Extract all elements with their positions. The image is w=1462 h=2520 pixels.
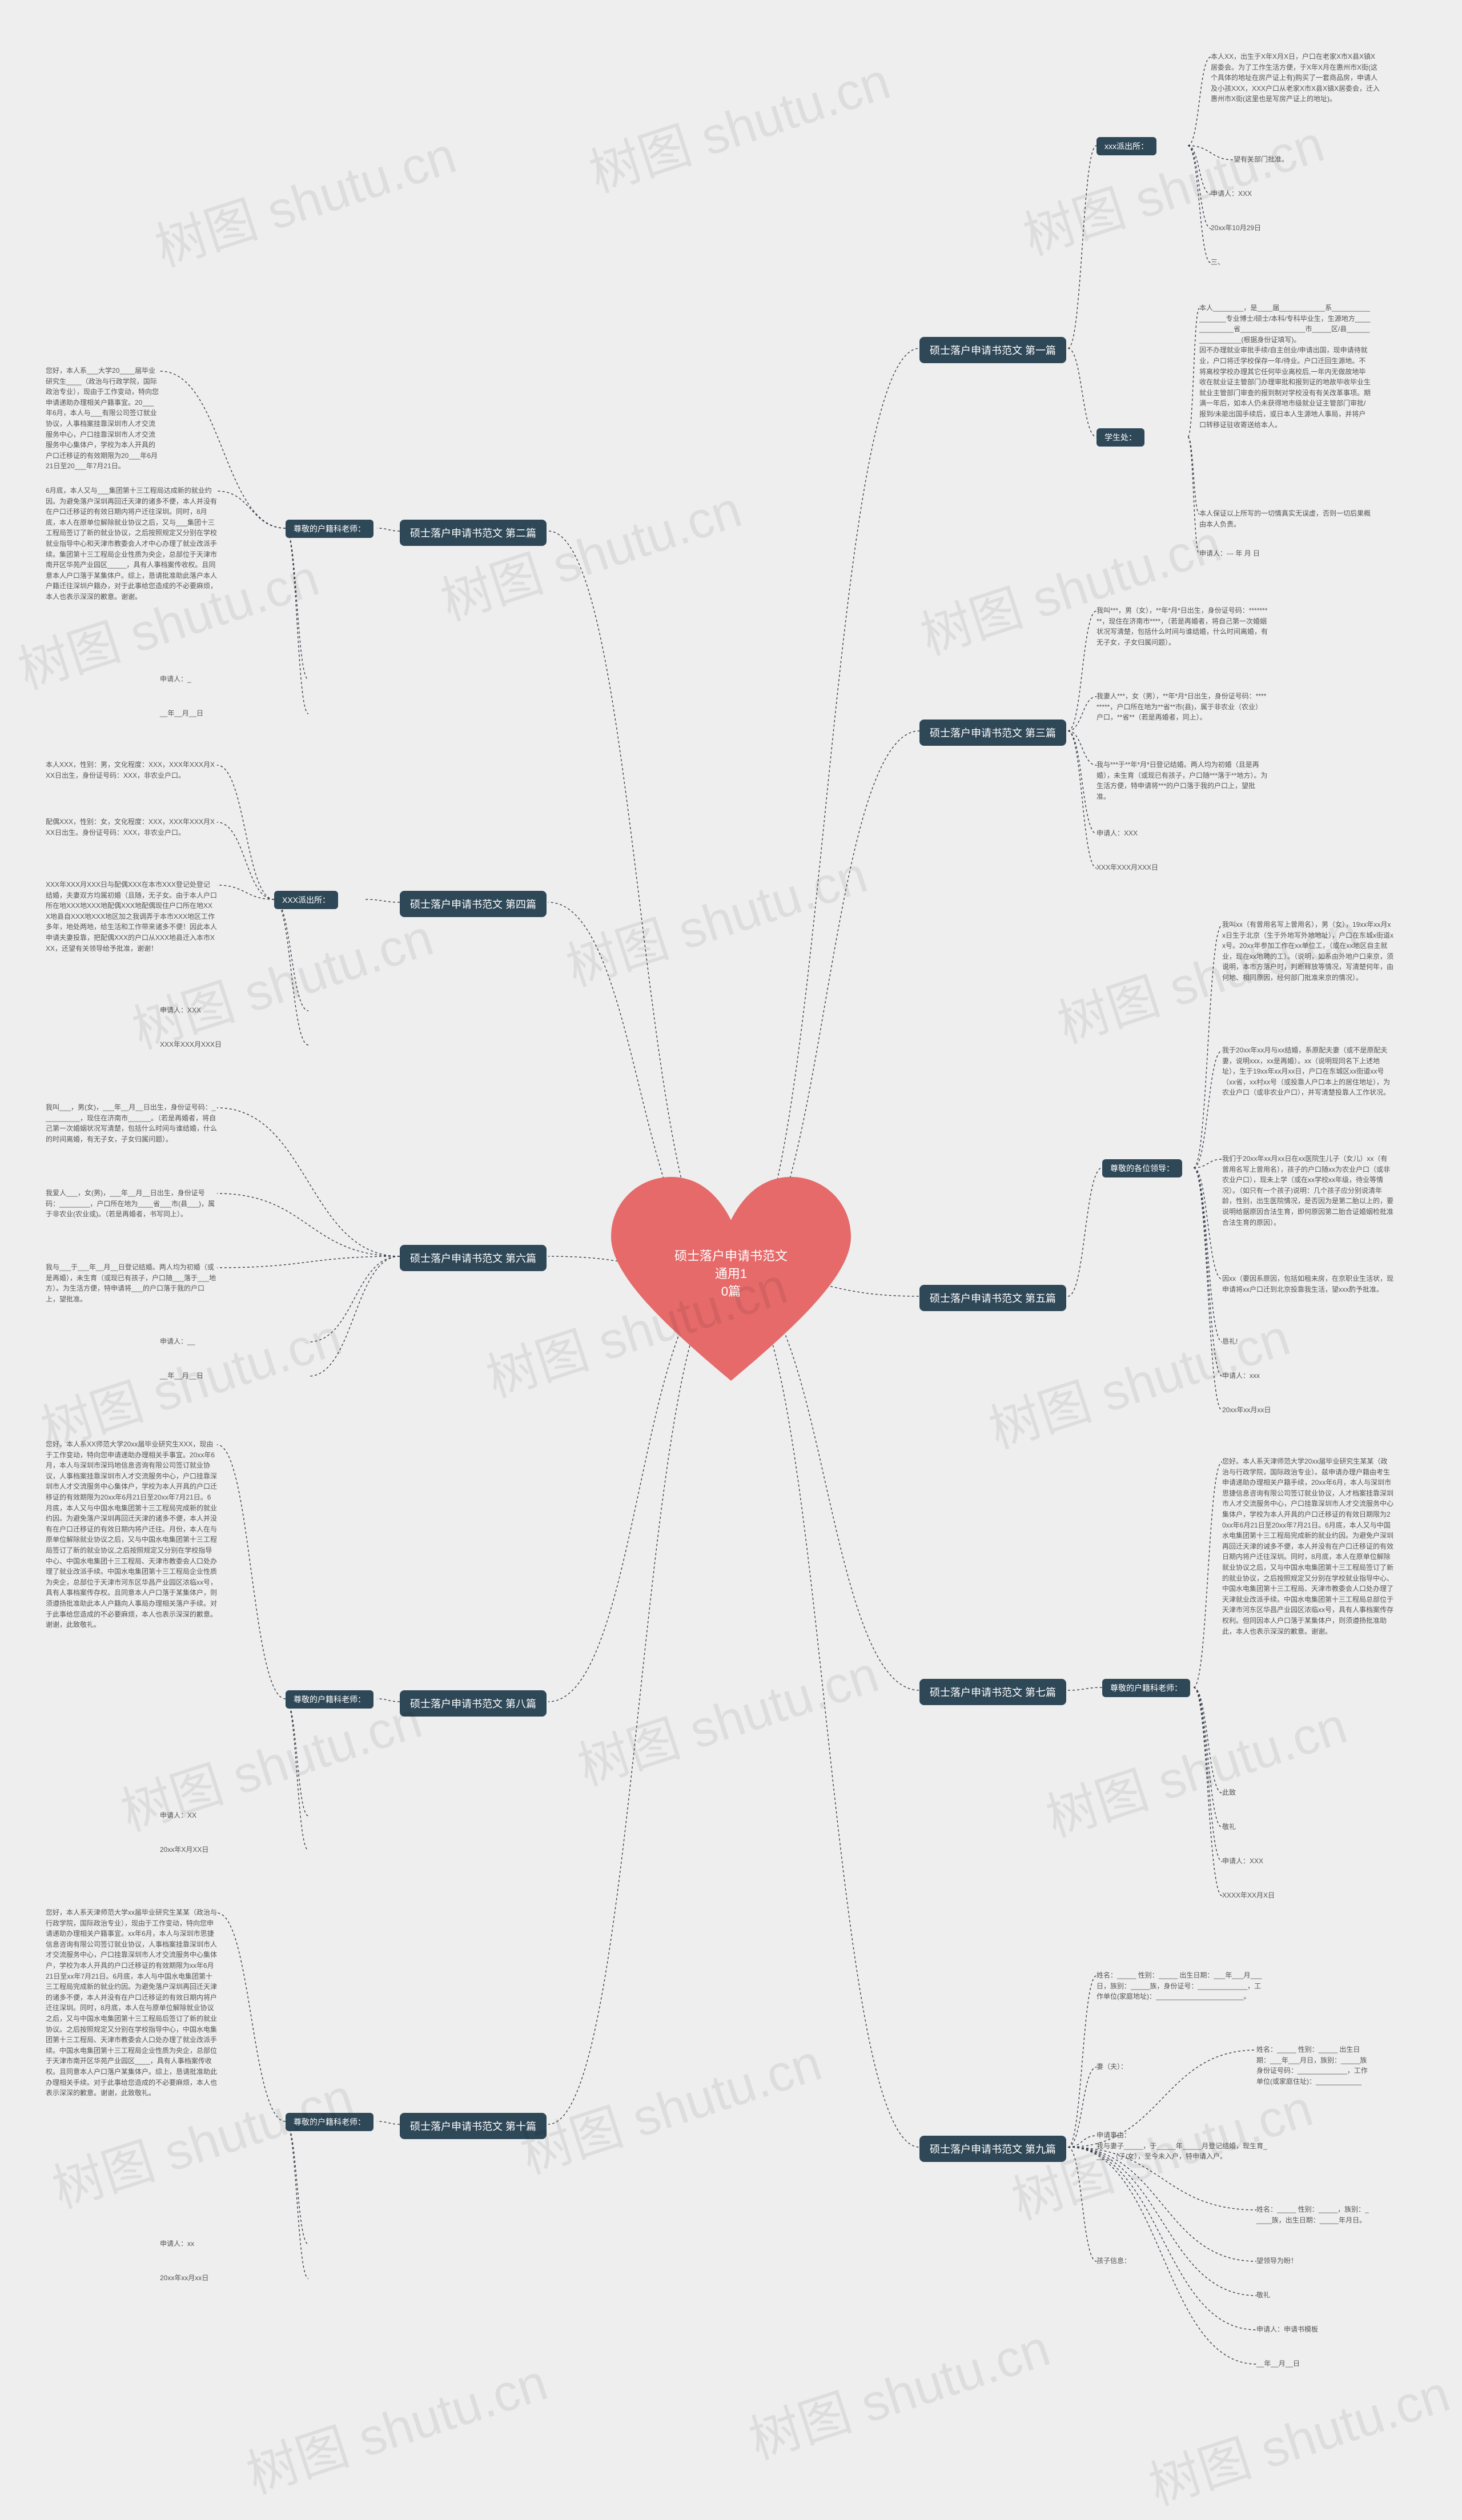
leaf-b1-0-3: 20xx年10月29日 [1211, 223, 1261, 234]
dleaf-b6-2: 我与___于___年__月__日登记结婚。两人均为初婚（或是再婚），未生育（或现… [46, 1262, 217, 1304]
dleaf-b3-3: 申请人：XXX [1096, 828, 1138, 839]
leaf-b5-0-1: 我于20xx年xx月与xx结婚，系原配夫妻（或不是原配夫妻，说明xxx，xx是再… [1222, 1045, 1393, 1098]
leaf-b7-0-2: 敬礼 [1222, 1822, 1236, 1832]
dleaf-b9-2: 妻（夫）： [1096, 2061, 1127, 2072]
watermark: 树图 shutu.cn [1035, 1684, 1355, 1851]
branch-b4: 硕士落户申请书范文 第四篇 [400, 891, 547, 917]
leaf-b1-1-2: 申请人：--- 年 月 日 [1199, 548, 1260, 559]
leaf-b5-0-5: 申请人：xxx [1222, 1370, 1260, 1381]
leaf-b2-0-1: 6月底，本人又与___集团第十三工程局达成新的就业约因。为避免落户深圳再回迁天津… [46, 485, 217, 602]
leaf-b5-0-4: 恳礼! [1222, 1336, 1238, 1347]
watermark: 树图 shutu.cn [110, 1678, 429, 1845]
leaf-b4-0-2: XXX年XXX月XXX日与配偶XXX在本市XXX登记处登记结婚，夫妻双方均属初婚… [46, 879, 217, 954]
sub-b8-0: 尊敬的户籍科老师： [286, 1690, 373, 1709]
dleaf-b9-0: 姓名：_____ 性别：_____ 出生日期：___年___月___日，族别：_… [1096, 1970, 1268, 2002]
dleaf-b3-4: XXX年XXX月XXX日 [1096, 862, 1158, 873]
leaf-b5-0-3: 因xx（要因系原因，包括如租未房，在京职业生活状，现申请将xx户口迁到北京投靠我… [1222, 1273, 1393, 1295]
dleaf-b6-0: 我叫___，男(女)，___年__月__日出生，身份证号码：__________… [46, 1102, 217, 1144]
branch-b5: 硕士落户申请书范文 第五篇 [919, 1285, 1066, 1311]
dleaf-b9-6: 孩子信息： [1096, 2256, 1131, 2266]
leaf-b7-0-4: XXXX年XX月X日 [1222, 1890, 1275, 1901]
leaf-b2-0-2: 申请人：_ [160, 674, 191, 685]
dleaf-b9-8: 申请人：申请书模板 [1256, 2324, 1318, 2335]
leaf-b10-0-0: 您好，本人系天津师范大学xx届毕业研究生某某（政治与行政学院，国际政治专业），现… [46, 1907, 217, 2099]
branch-b9: 硕士落户申请书范文 第九篇 [919, 2136, 1066, 2162]
dleaf-b9-5: 望领导为盼！ [1256, 2256, 1298, 2266]
sub-b1-0: xxx派出所： [1096, 137, 1156, 155]
leaf-b2-0-0: 您好，本人系___大学20____届毕业研究生____（政治与行政学院，国际政治… [46, 365, 160, 472]
watermark: 树图 shutu.cn [556, 833, 875, 1000]
leaf-b5-0-0: 我叫xx（有曾用名写上曾用名），男（女），19xx年xx月xx日生于北京（生于外… [1222, 919, 1393, 983]
leaf-b7-0-1: 此致 [1222, 1787, 1236, 1798]
dleaf-b6-4: __年__月__日 [160, 1370, 203, 1381]
branch-b7: 硕士落户申请书范文 第七篇 [919, 1679, 1066, 1705]
sub-b10-0: 尊敬的户籍科老师： [286, 2113, 373, 2131]
sub-b4-0: XXX派出所： [274, 891, 338, 909]
leaf-b1-0-2: 申请人：XXX [1211, 188, 1252, 199]
branch-b6: 硕士落户申请书范文 第六篇 [400, 1245, 547, 1271]
watermark: 树图 shutu.cn [510, 2021, 829, 2188]
leaf-b4-0-3: 申请人：XXX [160, 1005, 201, 1016]
leaf-b2-0-3: __年__月__日 [160, 708, 203, 719]
leaf-b5-0-6: 20xx年xx月xx日 [1222, 1405, 1271, 1416]
dleaf-b3-0: 我叫***，男（女），**年*月*日出生，身份证号码：*********，现住在… [1096, 605, 1268, 648]
watermark: 树图 shutu.cn [144, 114, 464, 280]
leaf-b1-1-1: 本人保证以上所写的一切情真实无误虚，否则一切后果概由本人负责。 [1199, 508, 1371, 529]
sub-b5-0: 尊敬的各位领导： [1102, 1159, 1182, 1177]
sub-b7-0: 尊敬的户籍科老师： [1102, 1679, 1190, 1697]
watermark: 树图 shutu.cn [1013, 102, 1332, 269]
branch-b3: 硕士落户申请书范文 第三篇 [919, 720, 1066, 746]
dleaf-b6-1: 我爱人___，女(男)，___年__月__日出生，身份证号码：________，… [46, 1188, 217, 1220]
branch-b10: 硕士落户申请书范文 第十篇 [400, 2113, 547, 2139]
dleaf-b3-1: 我妻人***，女（男），**年*月*日出生，身份证号码：*********，户口… [1096, 691, 1268, 723]
leaf-b1-0-4: 三、 [1211, 257, 1224, 268]
leaf-b4-0-1: 配偶XXX，性别：女，文化程度：XXX，XXX年XXX月XXX日出生。身份证号码… [46, 817, 217, 838]
leaf-b1-0-0: 本人XX，出生于X年X月X日，户口在老家X市X县X镇X居委会。为了工作生活方便，… [1211, 51, 1382, 105]
sub-b2-0: 尊敬的户籍科老师： [286, 520, 373, 538]
leaf-b4-0-0: 本人XXX，性别：男，文化程度：XXX，XXX年XXX月XXX日出生，身份证号码… [46, 759, 217, 781]
center-heart: 硕士落户申请书范文通用1 0篇 [611, 1176, 851, 1393]
watermark: 树图 shutu.cn [579, 39, 898, 206]
watermark: 树图 shutu.cn [236, 2341, 555, 2507]
leaf-b5-0-2: 我们于20xx年xx月xx日在xx医院生儿子（女儿）xx（有曾用名写上曾用名），… [1222, 1154, 1393, 1228]
leaf-b8-0-2: 20xx年X月XX日 [160, 1844, 208, 1855]
dleaf-b9-9: __年__月__日 [1256, 2358, 1300, 2369]
leaf-b4-0-4: XXX年XXX月XXX日 [160, 1039, 222, 1050]
watermark: 树图 shutu.cn [430, 468, 749, 634]
watermark: 树图 shutu.cn [567, 1633, 886, 1799]
dleaf-b6-3: 申请人：__ [160, 1336, 195, 1347]
branch-b8: 硕士落户申请书范文 第八篇 [400, 1690, 547, 1717]
dleaf-b9-4: 姓名：_____ 性别：_____，族别：_____族，出生日期：_____年月… [1256, 2204, 1371, 2225]
leaf-b7-0-3: 申请人：XXX [1222, 1856, 1263, 1867]
dleaf-b9-3: 申请事由： 我与妻子_____，于_____年_____月登记结婚，现生育___… [1096, 2130, 1268, 2162]
watermark: 树图 shutu.cn [738, 2306, 1058, 2473]
leaf-b1-0-1: 望有关部门批准。 [1234, 154, 1288, 165]
leaf-b7-0-0: 您好。本人系天津师范大学20xx届毕业研究生某某（政治与行政学院，国际政治专业）… [1222, 1456, 1393, 1637]
leaf-b1-1-0: 本人________，是____届____________系__________… [1199, 303, 1371, 430]
branch-b1: 硕士落户申请书范文 第一篇 [919, 337, 1066, 363]
leaf-b8-0-1: 申请人：XX [160, 1810, 196, 1821]
dleaf-b9-7: 敬礼 [1256, 2290, 1270, 2301]
dleaf-b9-1: 姓名：_____ 性别：_____ 出生日期：___年___月日，族别：____… [1256, 2044, 1371, 2087]
leaf-b10-0-1: 申请人：xx [160, 2238, 194, 2249]
leaf-b10-0-2: 20xx年xx月xx日 [160, 2273, 208, 2284]
leaf-b8-0-0: 您好。本人系XX师范大学20xx届毕业研究生XXX，现由于工作变动，特向您申请递… [46, 1439, 217, 1630]
sub-b1-1: 学生处： [1096, 428, 1144, 447]
watermark: 树图 shutu.cn [1138, 2352, 1457, 2519]
center-label: 硕士落户申请书范文通用1 0篇 [671, 1248, 791, 1300]
dleaf-b3-2: 我与***于**年*月*日登记结婚。两人均为初婚（且是再婚），未生育（或现已有孩… [1096, 759, 1268, 802]
branch-b2: 硕士落户申请书范文 第二篇 [400, 520, 547, 546]
